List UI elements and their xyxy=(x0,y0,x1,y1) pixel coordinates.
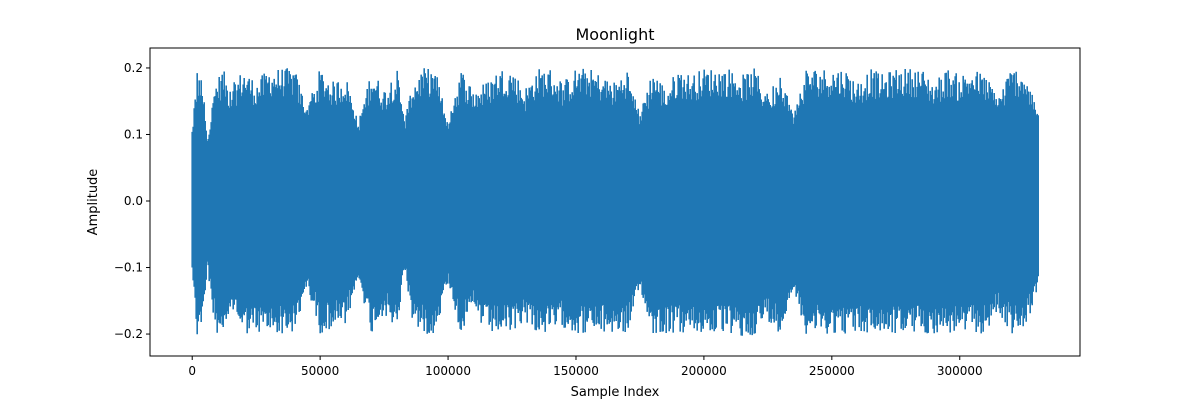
x-axis-label: Sample Index xyxy=(571,385,660,400)
y-tick-label: 0.0 xyxy=(124,194,143,208)
y-tick-label: 0.2 xyxy=(124,61,143,75)
x-tick-label: 300000 xyxy=(937,364,983,378)
y-axis: −0.2 −0.1 0.0 0.1 0.2 xyxy=(114,61,150,341)
x-tick-label: 250000 xyxy=(809,364,855,378)
axes-frame xyxy=(149,47,1081,357)
waveform-line xyxy=(191,68,1039,336)
plot-area xyxy=(191,68,1039,336)
x-tick-label: 150000 xyxy=(553,364,599,378)
chart-title: Moonlight xyxy=(576,25,655,44)
x-tick-label: 50000 xyxy=(301,364,339,378)
x-tick-label: 200000 xyxy=(681,364,727,378)
x-tick-label: 0 xyxy=(188,364,196,378)
x-axis: 0 50000 100000 150000 200000 250000 300000 xyxy=(188,356,983,378)
y-axis-label: Amplitude xyxy=(86,169,101,236)
y-tick-label: −0.2 xyxy=(114,327,143,341)
y-tick-label: 0.1 xyxy=(124,127,143,141)
y-tick-label: −0.1 xyxy=(114,261,143,275)
x-tick-label: 100000 xyxy=(425,364,471,378)
